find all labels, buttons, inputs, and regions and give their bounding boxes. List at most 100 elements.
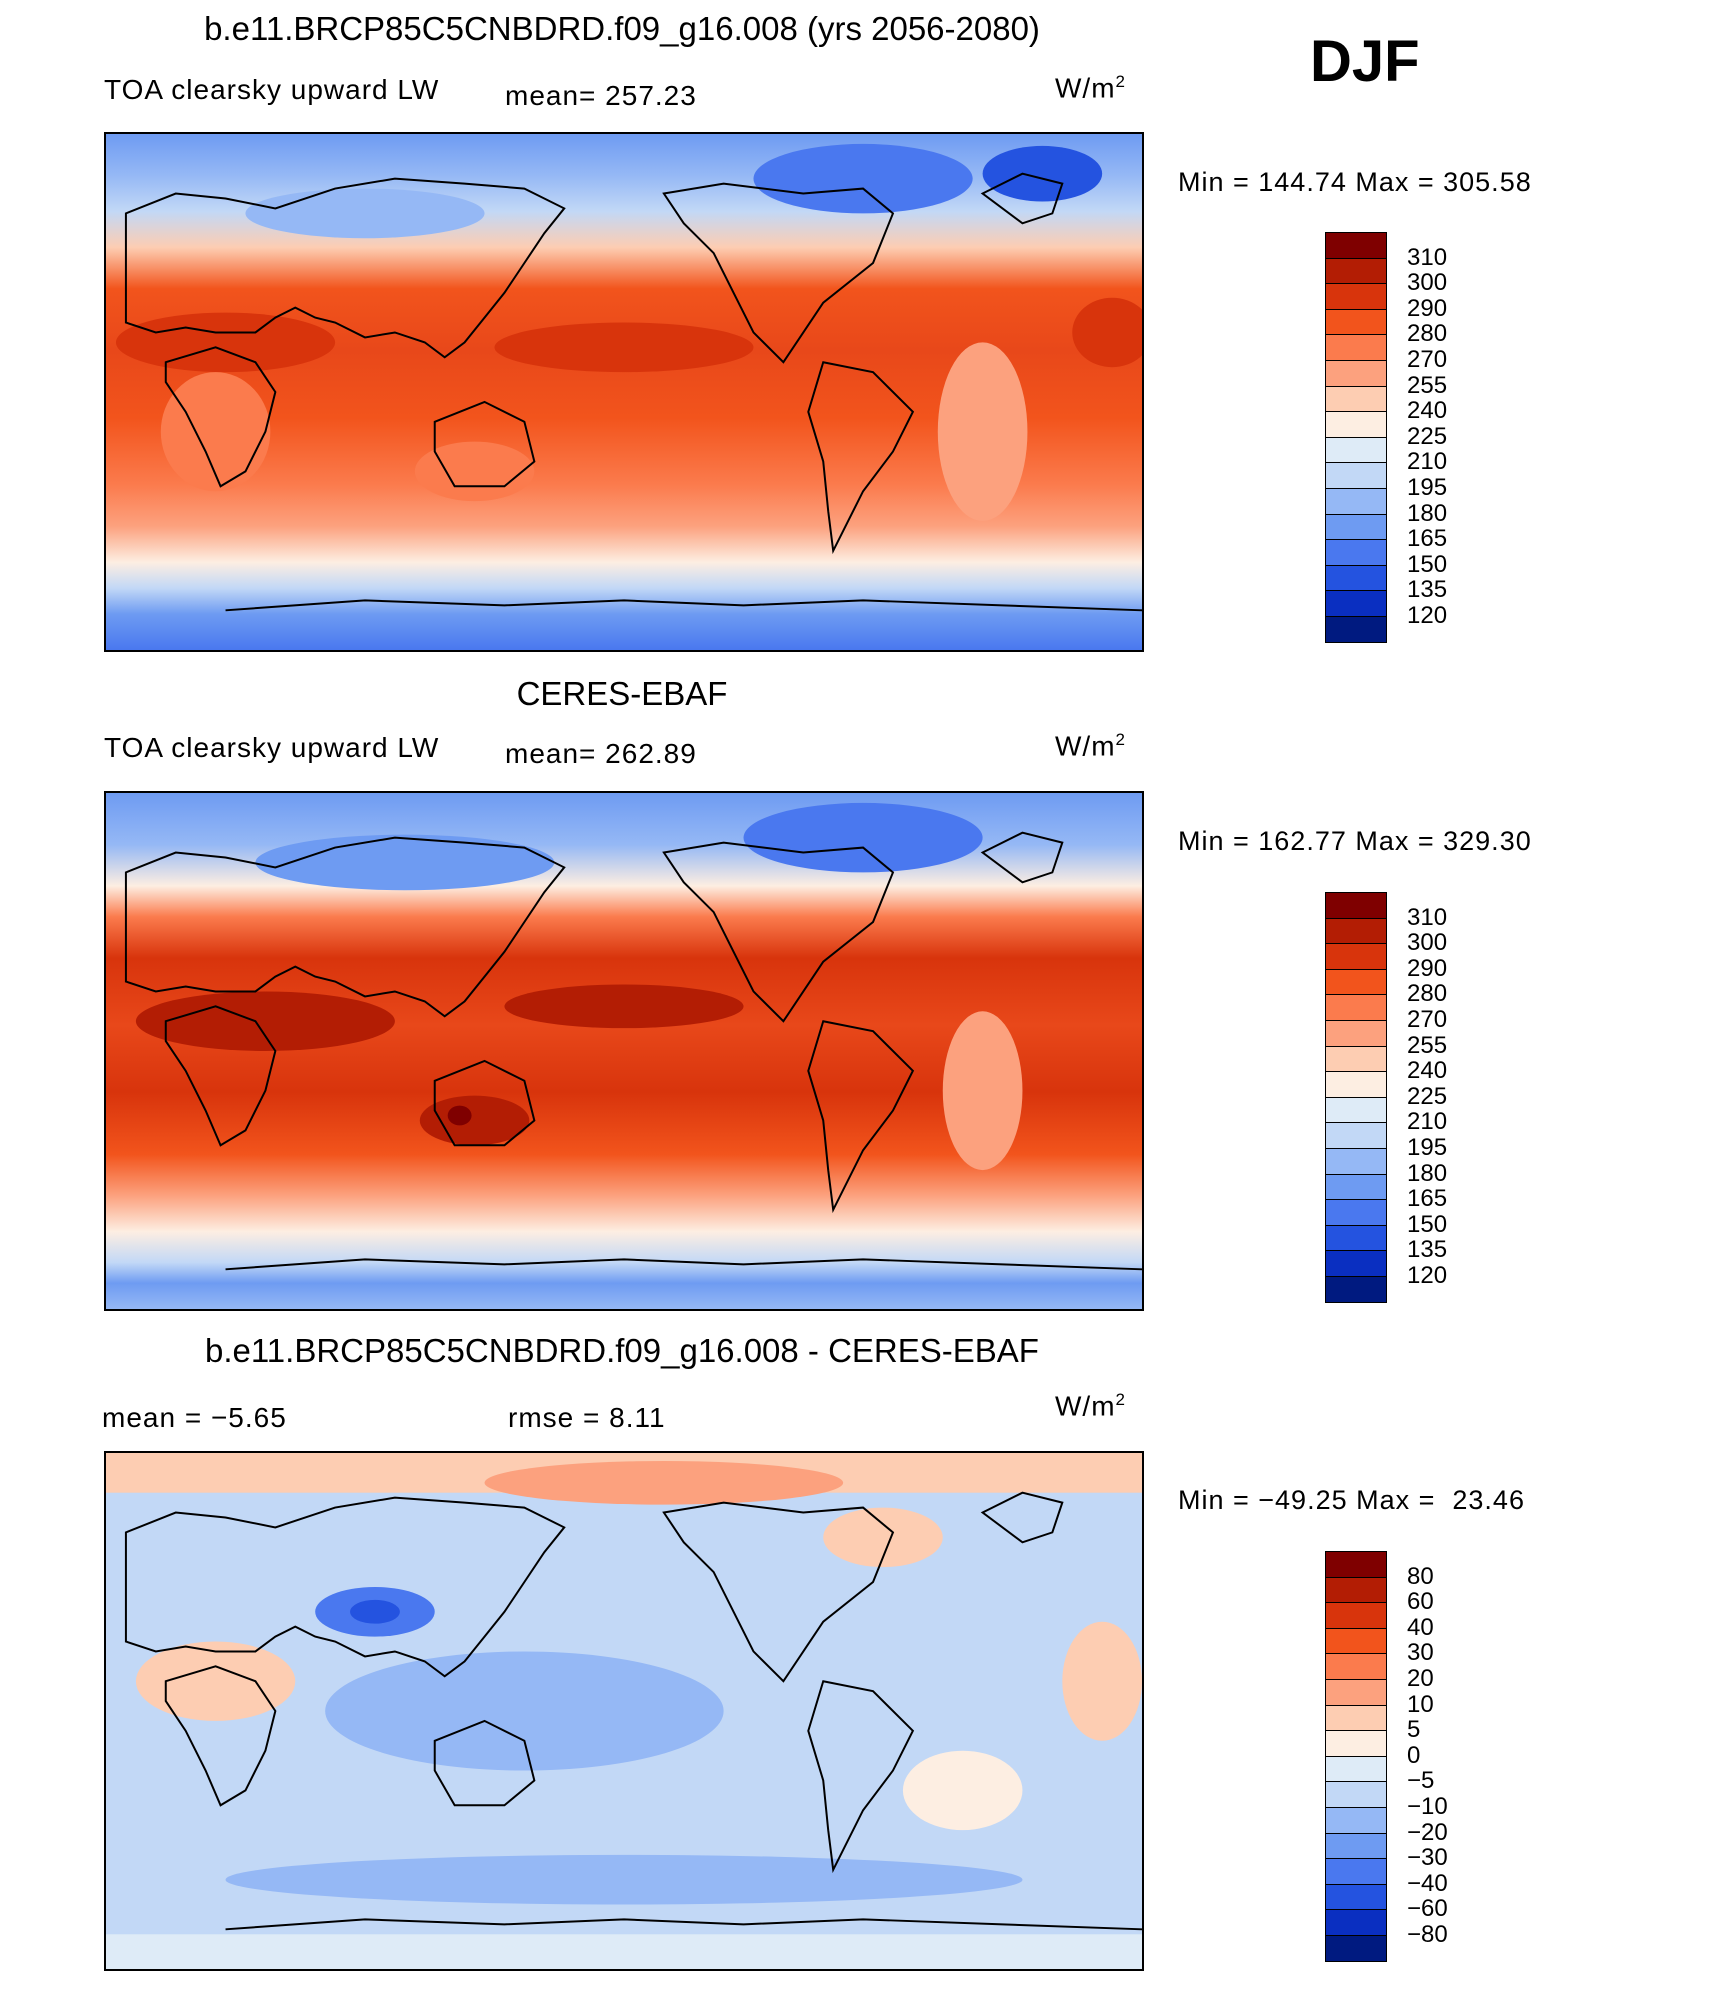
colorbar-swatch — [1325, 1551, 1387, 1578]
colorbar-swatch — [1325, 1909, 1387, 1936]
colorbar-tick-label: 240 — [1407, 1057, 1448, 1085]
colorbar-swatch — [1325, 968, 1387, 996]
colorbar-swatch — [1325, 564, 1387, 592]
colorbar-tick-label: 135 — [1407, 1236, 1448, 1264]
panel-1-variable-label: TOA clearsky upward LW — [104, 74, 440, 105]
colorbar-swatch — [1325, 232, 1387, 259]
colorbar-swatch — [1325, 1096, 1387, 1124]
colorbar-swatch — [1325, 1148, 1387, 1175]
colorbar-tick-label: 290 — [1407, 954, 1448, 982]
colorbar-swatch — [1325, 1122, 1387, 1149]
colorbar-swatch — [1325, 1602, 1387, 1629]
colorbar-swatch — [1325, 1045, 1387, 1073]
colorbar-tick-label: 135 — [1407, 576, 1448, 604]
colorbar-tick-label: 255 — [1407, 371, 1448, 399]
colorbar-tick-label: 0 — [1407, 1741, 1421, 1769]
colorbar-swatch — [1325, 334, 1387, 361]
colorbar-swatch — [1325, 539, 1387, 566]
panel-1-map-field — [106, 134, 1142, 650]
colorbar-tick-label: 290 — [1407, 294, 1448, 322]
colorbar-swatch — [1325, 513, 1387, 541]
colorbar-tick-label: 180 — [1407, 1159, 1448, 1187]
panel-1-units: W/m2 — [1055, 72, 1126, 104]
colorbar-tick-label: 20 — [1407, 1665, 1434, 1692]
colorbar-tick-label: 225 — [1407, 1082, 1448, 1110]
panel-2-map — [104, 791, 1144, 1311]
colorbar-swatch — [1325, 1576, 1387, 1604]
colorbar-swatch — [1325, 385, 1387, 413]
colorbar-swatch — [1325, 462, 1387, 489]
colorbar-tick-label: 310 — [1407, 903, 1448, 931]
panel-2-map-field — [106, 793, 1142, 1309]
colorbar-tick-label: 180 — [1407, 499, 1448, 527]
colorbar-swatch — [1325, 892, 1387, 919]
colorbar-swatch — [1325, 488, 1387, 515]
panel-2-title: CERES-EBAF — [516, 675, 728, 712]
colorbar-swatch — [1325, 1807, 1387, 1834]
colorbar-swatch — [1325, 1781, 1387, 1808]
colorbar-tick-label: 210 — [1407, 448, 1448, 476]
colorbar-swatch — [1325, 1679, 1387, 1706]
colorbar-tick-label: 310 — [1407, 243, 1448, 271]
colorbar-tick-label: 40 — [1407, 1613, 1434, 1641]
colorbar-swatch — [1325, 590, 1387, 617]
panel-1-map — [104, 132, 1144, 652]
colorbar-tick-label: 280 — [1407, 980, 1448, 1008]
colorbar-tick-label: 240 — [1407, 397, 1448, 425]
colorbar-swatch — [1325, 917, 1387, 945]
colorbar-swatch — [1325, 1276, 1387, 1303]
colorbar-tick-label: −80 — [1407, 1921, 1448, 1948]
panel-3-title: b.e11.BRCP85C5CNBDRD.f09_g16.008 - CERES… — [205, 1332, 1039, 1369]
colorbar-swatch — [1325, 436, 1387, 464]
colorbar-tick-label: 5 — [1407, 1716, 1421, 1744]
colorbar-tick-label: 225 — [1407, 422, 1448, 450]
panel-3-rmse-label: rmse = 8.11 — [508, 1402, 666, 1433]
colorbar-tick-label: 195 — [1407, 1134, 1448, 1161]
colorbar-swatch — [1325, 1935, 1387, 1962]
panel-2-variable-label: TOA clearsky upward LW — [104, 732, 440, 763]
colorbar-swatch — [1325, 1250, 1387, 1277]
colorbar-tick-label: −40 — [1407, 1869, 1448, 1897]
colorbar-swatch — [1325, 257, 1387, 285]
colorbar-swatch — [1325, 1755, 1387, 1783]
panel-2-mean-label: mean= 262.89 — [505, 738, 697, 769]
colorbar-swatch — [1325, 308, 1387, 336]
colorbar-tick-label: 60 — [1407, 1588, 1434, 1616]
colorbar-swatch — [1325, 1883, 1387, 1911]
colorbar-swatch — [1325, 1730, 1387, 1757]
panel-1-min-max: Min = 144.74 Max = 305.58 — [1178, 167, 1532, 197]
panel-2-min-max: Min = 162.77 Max = 329.30 — [1178, 826, 1532, 856]
colorbar-tick-label: 300 — [1407, 269, 1448, 297]
colorbar-tick-label: 165 — [1407, 1185, 1448, 1213]
colorbar-swatch — [1325, 1071, 1387, 1098]
panel-3-map — [104, 1451, 1144, 1971]
colorbar-swatch — [1325, 360, 1387, 387]
colorbar-tick-label: 280 — [1407, 320, 1448, 348]
colorbar-swatch — [1325, 411, 1387, 438]
panel-3-min-max: Min = −49.25 Max = 23.46 — [1178, 1485, 1525, 1515]
colorbar-swatch — [1325, 994, 1387, 1021]
colorbar-tick-label: 120 — [1407, 602, 1448, 629]
colorbar-tick-label: 120 — [1407, 1262, 1448, 1289]
colorbar-tick-label: −5 — [1407, 1767, 1435, 1795]
panel-1-title: b.e11.BRCP85C5CNBDRD.f09_g16.008 (yrs 20… — [204, 10, 1040, 47]
panel-3-units: W/m2 — [1055, 1390, 1126, 1422]
colorbar-tick-label: 270 — [1407, 346, 1448, 373]
colorbar-swatch — [1325, 1653, 1387, 1680]
colorbar-tick-label: −30 — [1407, 1844, 1448, 1872]
colorbar-swatch — [1325, 1832, 1387, 1860]
colorbar-swatch — [1325, 1627, 1387, 1655]
colorbar-tick-label: 195 — [1407, 474, 1448, 501]
colorbar-tick-label: 30 — [1407, 1639, 1434, 1667]
colorbar-swatch — [1325, 283, 1387, 310]
colorbar-tick-label: −20 — [1407, 1818, 1448, 1846]
colorbar-swatch — [1325, 1173, 1387, 1201]
colorbar-swatch — [1325, 1704, 1387, 1732]
panel-2-units: W/m2 — [1055, 730, 1126, 762]
colorbar-tick-label: 255 — [1407, 1031, 1448, 1059]
colorbar-swatch — [1325, 1020, 1387, 1047]
colorbar-tick-label: 10 — [1407, 1690, 1434, 1718]
season-label: DJF — [1310, 29, 1420, 94]
colorbar-swatch — [1325, 616, 1387, 643]
colorbar-swatch — [1325, 1224, 1387, 1252]
